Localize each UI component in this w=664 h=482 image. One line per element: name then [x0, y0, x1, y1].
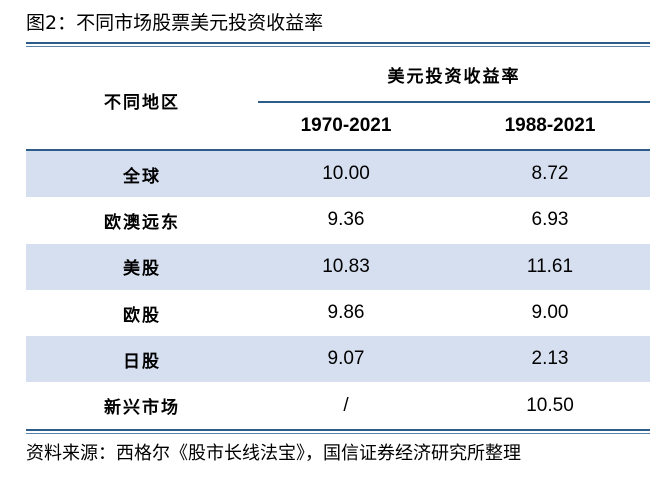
page-title: 图2：不同市场股票美元投资收益率: [26, 12, 324, 34]
top-rule: [26, 42, 650, 44]
table-row: 欧澳远东 9.36 6.93: [26, 197, 650, 243]
value-cell-1970-2021: 10.00: [322, 163, 370, 185]
value-cell-1970-2021: 9.86: [327, 302, 365, 324]
value-cell-1988-2021: 2.13: [531, 348, 569, 370]
table-row: 欧股 9.86 9.00: [26, 290, 650, 336]
region-cell: 欧股: [123, 305, 161, 326]
group-header-rule: [258, 101, 650, 103]
value-cell-1970-2021: /: [343, 394, 349, 416]
value-cell-1988-2021: 8.72: [531, 163, 569, 185]
region-cell: 美股: [123, 259, 161, 280]
source-note: 资料来源：西格尔《股市长线法宝》，国信证券经济研究所整理: [26, 443, 521, 464]
region-header: 不同地区: [104, 93, 180, 113]
region-cell: 欧澳远东: [104, 212, 180, 233]
table-row: 新兴市场 / 10.50: [26, 382, 650, 428]
table-row: 日股 9.07 2.13: [26, 336, 650, 383]
value-cell-1988-2021: 9.00: [531, 302, 569, 324]
column-header-1988-2021: 1988-2021: [504, 115, 596, 136]
value-cell-1970-2021: 9.36: [327, 209, 365, 231]
region-cell: 全球: [123, 166, 161, 187]
value-cell-1988-2021: 11.61: [526, 255, 574, 277]
table-row: 美股 10.83 11.61: [26, 243, 650, 290]
header-rule: [26, 149, 650, 151]
region-cell: 新兴市场: [104, 398, 180, 419]
value-cell-1988-2021: 6.93: [531, 209, 569, 231]
table-row: 全球 10.00 8.72: [26, 151, 650, 198]
top-rule-thin: [26, 46, 650, 47]
value-cell-1970-2021: 9.07: [327, 348, 365, 370]
bottom-rule-thin: [26, 433, 650, 434]
bottom-rule: [26, 429, 650, 431]
table-body: 全球 10.00 8.72 欧澳远东 9.36 6.93 美股 10.83 11…: [26, 151, 650, 429]
value-cell-1970-2021: 10.83: [322, 255, 370, 277]
region-cell: 日股: [123, 351, 161, 372]
return-group-header: 美元投资收益率: [387, 67, 521, 87]
value-cell-1988-2021: 10.50: [526, 394, 574, 416]
column-header-1970-2021: 1970-2021: [300, 115, 392, 136]
